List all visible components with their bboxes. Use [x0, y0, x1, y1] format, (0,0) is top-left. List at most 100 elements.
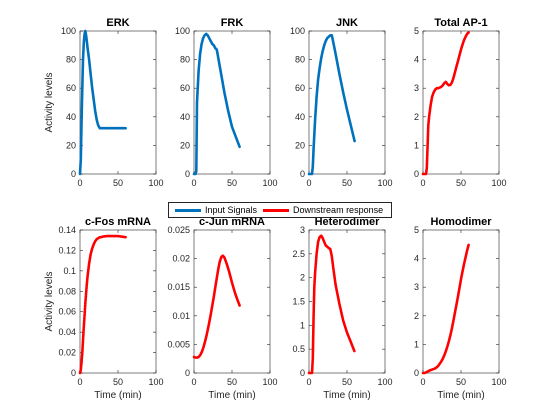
x-tick-label: 100	[491, 377, 506, 387]
y-tick-label: 1	[300, 320, 305, 330]
x-axis-label: Time (min)	[437, 390, 484, 401]
y-tick-label: 0	[71, 368, 76, 378]
y-tick-label: 4	[414, 55, 419, 65]
chart-jnk: 0 20 40 60 80 100 0 50 100 JNK	[290, 17, 393, 188]
legend: Input Signals Downstream response	[168, 202, 392, 218]
y-tick-label: 100	[290, 26, 305, 36]
y-tick-label: 3	[414, 282, 419, 292]
series-line-downstream-response	[192, 254, 241, 359]
y-tick-label: 0.025	[167, 225, 190, 235]
y-tick-label: 2	[414, 112, 419, 122]
chart-c-fos-mrna: 0 0.02 0.04 0.06 0.08 0.1 0.12 0.14 0 50 100 c-Fos …	[44, 216, 164, 401]
y-tick-label: 0	[414, 169, 419, 179]
legend-swatch-downstream-response	[263, 208, 290, 212]
x-tick-label: 0	[77, 377, 82, 387]
x-tick-label: 0	[191, 377, 196, 387]
chart-c-jun-mrna: 0 0.005 0.01 0.015 0.02 0.025 0 50 100 c-Jun mRNA…	[167, 216, 277, 401]
y-tick-label: 2	[300, 273, 305, 283]
legend-label-input-signals: Input Signals	[205, 205, 258, 215]
series-line-input-signals	[192, 32, 241, 176]
x-tick-label: 100	[491, 178, 506, 188]
y-tick-label: 0.015	[167, 282, 190, 292]
series-line-downstream-response	[78, 234, 127, 375]
legend-label-downstream-response: Downstream response	[293, 205, 384, 215]
y-tick-label: 60	[66, 83, 76, 93]
y-tick-label: 0.06	[58, 307, 76, 317]
x-tick-label: 100	[377, 178, 392, 188]
y-tick-label: 1	[414, 140, 419, 150]
y-tick-label: 0.005	[167, 339, 190, 349]
chart-erk: 0 20 40 60 80 100 0 50 100 ERK Activity levels	[44, 17, 164, 188]
chart-frk: 0 20 40 60 80 100 0 50 100 FRK	[175, 17, 278, 188]
chart-title: ERK	[106, 17, 129, 29]
y-tick-label: 0.14	[58, 225, 76, 235]
y-tick-label: 3	[414, 83, 419, 93]
axes-box	[422, 229, 500, 374]
y-tick-label: 0	[300, 169, 305, 179]
axes-box	[79, 30, 157, 175]
axes-box	[422, 30, 500, 175]
y-tick-label: 60	[295, 83, 305, 93]
y-tick-label: 0.04	[58, 327, 76, 337]
x-tick-label: 100	[262, 377, 277, 387]
y-tick-label: 100	[61, 26, 76, 36]
legend-entry-downstream-response: Downstream response	[263, 205, 383, 215]
y-tick-label: 0.12	[58, 245, 76, 255]
chart-title: FRK	[221, 17, 244, 29]
x-tick-label: 50	[342, 377, 352, 387]
y-tick-label: 40	[180, 112, 190, 122]
x-tick-label: 50	[456, 178, 466, 188]
x-tick-label: 100	[148, 178, 163, 188]
x-axis-label: Time (min)	[208, 390, 255, 401]
y-tick-label: 100	[175, 26, 190, 36]
x-tick-label: 50	[227, 178, 237, 188]
x-tick-label: 50	[113, 377, 123, 387]
y-tick-label: 40	[295, 112, 305, 122]
y-tick-label: 60	[180, 83, 190, 93]
x-tick-label: 0	[420, 377, 425, 387]
y-tick-label: 1	[414, 339, 419, 349]
y-tick-label: 0	[300, 368, 305, 378]
y-tick-label: 2.5	[292, 249, 305, 259]
x-tick-label: 50	[342, 178, 352, 188]
x-tick-label: 50	[456, 377, 466, 387]
y-tick-label: 0.02	[172, 254, 190, 264]
y-tick-label: 0.1	[63, 266, 76, 276]
x-tick-label: 100	[148, 377, 163, 387]
chart-title: c-Fos mRNA	[85, 216, 151, 228]
chart-title: Heterodimer	[315, 216, 381, 228]
y-tick-label: 1.5	[292, 297, 305, 307]
axes-box	[308, 229, 386, 374]
y-tick-label: 40	[66, 112, 76, 122]
y-axis-label: Activity levels	[44, 271, 55, 331]
chart-title: c-Jun mRNA	[199, 216, 265, 228]
y-tick-label: 20	[66, 140, 76, 150]
y-tick-label: 5	[414, 225, 419, 235]
x-tick-label: 0	[77, 178, 82, 188]
x-tick-label: 0	[420, 178, 425, 188]
y-tick-label: 2	[414, 311, 419, 321]
x-axis-label: Time (min)	[94, 390, 141, 401]
x-tick-label: 100	[377, 377, 392, 387]
chart-title: Homodimer	[430, 216, 492, 228]
series-line-downstream-response	[421, 243, 470, 375]
x-tick-label: 0	[306, 178, 311, 188]
x-tick-label: 100	[262, 178, 277, 188]
series-line-input-signals	[307, 33, 356, 176]
y-tick-label: 0.02	[58, 348, 76, 358]
y-tick-label: 0.08	[58, 286, 76, 296]
axes-box	[193, 30, 271, 175]
y-tick-label: 0.5	[292, 344, 305, 354]
y-tick-label: 0	[185, 169, 190, 179]
x-tick-label: 50	[227, 377, 237, 387]
x-tick-label: 0	[306, 377, 311, 387]
y-tick-label: 20	[295, 140, 305, 150]
x-tick-label: 0	[191, 178, 196, 188]
x-axis-label: Time (min)	[323, 390, 370, 401]
y-tick-label: 0	[185, 368, 190, 378]
chart-title: Total AP-1	[434, 17, 487, 29]
y-tick-label: 80	[295, 55, 305, 65]
